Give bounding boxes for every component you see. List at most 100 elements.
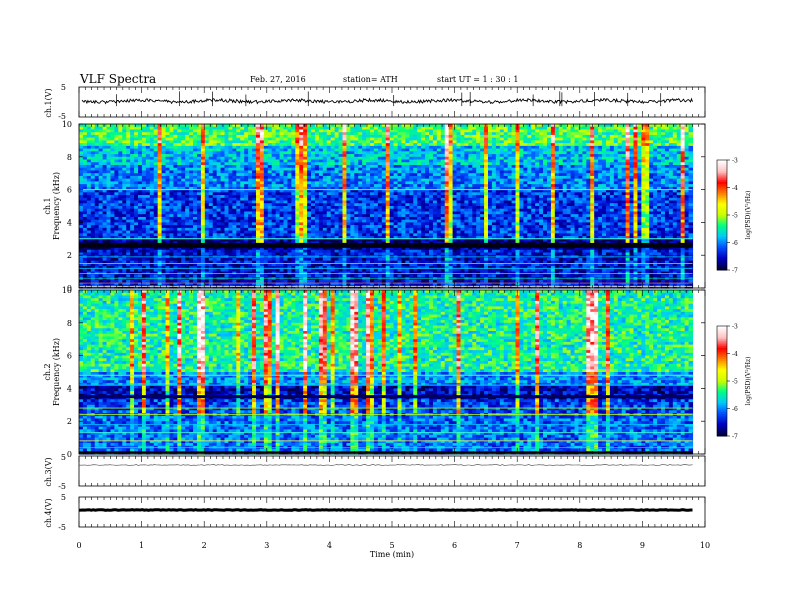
spectrogram-cell bbox=[90, 162, 96, 166]
spectrogram-cell bbox=[200, 145, 206, 150]
spectrogram-cell bbox=[334, 159, 340, 163]
spectrogram-cell bbox=[487, 159, 493, 163]
spectrogram-cell bbox=[267, 126, 273, 131]
spectrogram-cell bbox=[259, 132, 265, 136]
spectrogram-cell bbox=[586, 145, 591, 150]
spectrogram-cell bbox=[432, 159, 438, 163]
spectrogram-cell bbox=[653, 137, 658, 141]
spectrogram-cell bbox=[535, 151, 540, 155]
spectrogram-cell bbox=[668, 156, 674, 161]
spectrogram-cell bbox=[527, 145, 532, 150]
spectrogram-cell bbox=[633, 145, 639, 150]
spectrogram-cell bbox=[181, 134, 186, 139]
spectrogram-cell bbox=[499, 148, 505, 152]
spectrogram-cell bbox=[554, 148, 560, 152]
spectrogram-cell bbox=[543, 132, 548, 136]
spectrogram-cell bbox=[248, 124, 253, 128]
spectrogram-cell bbox=[590, 137, 595, 141]
spectrogram-cell bbox=[220, 165, 226, 169]
spectrogram-cell bbox=[177, 159, 182, 163]
spectrogram-cell bbox=[621, 126, 627, 131]
spectrogram-cell bbox=[248, 145, 253, 150]
spectrogram-cell bbox=[389, 140, 395, 144]
spectrogram-cell bbox=[196, 148, 202, 152]
spectrogram-cell bbox=[86, 134, 92, 139]
spectrogram-cell bbox=[523, 140, 528, 144]
spectrogram-cell bbox=[185, 132, 190, 136]
spectrogram-cell bbox=[346, 126, 351, 131]
spectrogram-cell bbox=[448, 154, 454, 158]
spectrogram-cell bbox=[157, 162, 163, 166]
spectrogram-cell bbox=[283, 132, 289, 136]
spectrogram-cell bbox=[248, 148, 253, 152]
spectrogram-cell bbox=[283, 156, 289, 161]
spectrogram-cell bbox=[299, 124, 304, 128]
spectrogram-cell bbox=[570, 132, 576, 136]
spectrogram-cell bbox=[267, 140, 273, 144]
spectrogram-cell bbox=[236, 167, 241, 172]
spectrogram-cell bbox=[189, 156, 194, 161]
spectrogram-cell bbox=[546, 132, 552, 136]
spectrogram-cell bbox=[283, 151, 289, 155]
spectrogram-cell bbox=[228, 156, 233, 161]
spectrogram-cell bbox=[82, 156, 88, 161]
spectrogram-cell bbox=[385, 137, 391, 141]
spectrogram-cell bbox=[464, 137, 469, 141]
spectrogram-cell bbox=[134, 132, 139, 136]
spectrogram-cell bbox=[110, 124, 115, 128]
spectrogram-cell bbox=[645, 148, 650, 152]
spectrogram-cell bbox=[342, 140, 348, 144]
spectrogram-cell bbox=[578, 162, 583, 166]
spectrogram-cell bbox=[590, 151, 595, 155]
spectrogram-cell bbox=[228, 132, 233, 136]
spectrogram-cell bbox=[236, 159, 241, 163]
spectrogram-cell bbox=[149, 132, 155, 136]
spectrogram-cell bbox=[350, 162, 355, 166]
spectrogram-cell bbox=[248, 126, 253, 131]
spectrogram-cell bbox=[173, 126, 178, 131]
spectrogram-cell bbox=[122, 165, 127, 169]
spectrogram-cell bbox=[248, 137, 253, 141]
spectrogram-cell bbox=[661, 154, 666, 158]
spectrogram-cell bbox=[153, 145, 159, 150]
spectrogram-cell bbox=[102, 151, 108, 155]
spectrogram-cell bbox=[641, 126, 646, 131]
spectrogram-cell bbox=[487, 132, 493, 136]
spectrogram-cell bbox=[208, 154, 214, 158]
spectrogram-cell bbox=[570, 145, 576, 150]
spectrogram-cell bbox=[149, 140, 155, 144]
spectrogram-cell bbox=[535, 143, 540, 147]
spectrogram-cell bbox=[362, 145, 367, 150]
spectrogram-cell bbox=[98, 167, 104, 172]
spectrogram-cell bbox=[193, 140, 198, 144]
spectrogram-cell bbox=[275, 132, 281, 136]
date-label: Feb. 27, 2016 bbox=[250, 75, 306, 84]
spectrogram-cell bbox=[94, 140, 100, 144]
spectrogram-cell bbox=[279, 126, 285, 131]
spectrogram-cell bbox=[546, 159, 552, 163]
spectrogram-cell bbox=[287, 143, 292, 147]
spectrogram-cell bbox=[617, 162, 623, 166]
spectrogram-cell bbox=[688, 124, 694, 128]
spectrogram-cell bbox=[102, 154, 108, 158]
spectrogram-cell bbox=[484, 165, 489, 169]
spectrogram-cell bbox=[543, 126, 548, 131]
spectrogram-cell bbox=[637, 148, 642, 152]
spectrogram-cell bbox=[598, 124, 603, 128]
spectrogram-cell bbox=[370, 151, 375, 155]
spectrogram-cell bbox=[476, 162, 481, 166]
spectrogram-cell bbox=[613, 151, 619, 155]
spectrogram-cell bbox=[487, 143, 493, 147]
spectrogram-cell bbox=[586, 140, 591, 144]
spectrogram-cell bbox=[118, 134, 123, 139]
spectrogram-cell bbox=[633, 148, 639, 152]
spectrogram-cell bbox=[664, 132, 670, 136]
spectrogram-cell bbox=[515, 124, 521, 128]
spectrogram-cell bbox=[90, 124, 96, 128]
spectrogram-cell bbox=[90, 165, 96, 169]
spectrogram-cell bbox=[130, 162, 135, 166]
spectrogram-cell bbox=[668, 134, 674, 139]
spectrogram-cell bbox=[153, 159, 159, 163]
spectrogram-cell bbox=[594, 132, 599, 136]
spectrogram-cell bbox=[421, 137, 426, 141]
